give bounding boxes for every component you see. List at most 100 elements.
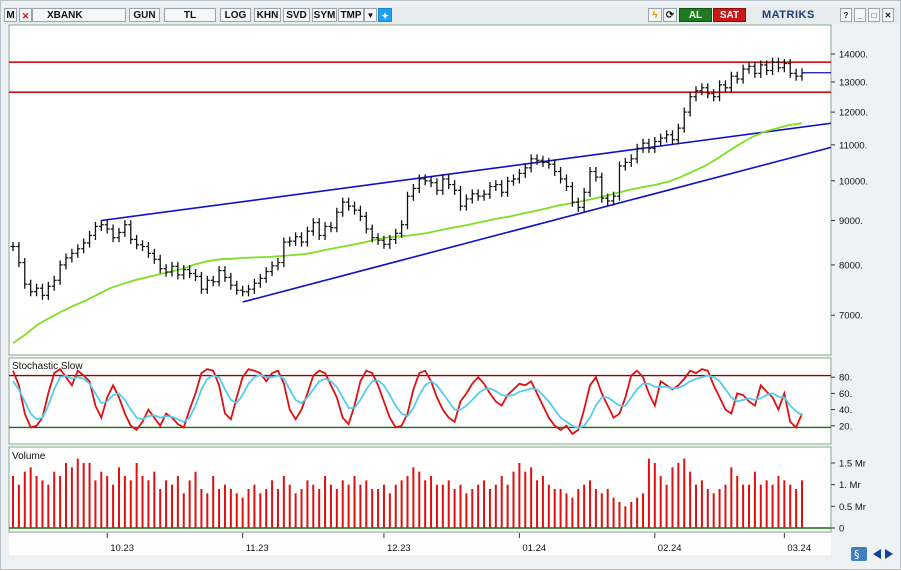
ohlc-bar bbox=[222, 266, 228, 282]
time-tick-label: 12.23 bbox=[387, 543, 411, 554]
ohlc-bar bbox=[22, 258, 28, 289]
ohlc-bar bbox=[722, 80, 728, 93]
price-tick-label: 13000. bbox=[839, 77, 868, 88]
ohlc-bar bbox=[522, 163, 528, 178]
ohlc-bar bbox=[234, 280, 240, 295]
ohlc-bar bbox=[422, 174, 428, 186]
maximize-icon[interactable]: □ bbox=[868, 8, 880, 22]
symbol-clear-icon[interactable]: ✕ bbox=[19, 8, 32, 22]
lower-trend-line bbox=[242, 146, 832, 303]
toolbar: M ✕ XBANK GUN TL LOG KHN SVD SYM TMP ▼ ✦… bbox=[2, 7, 899, 24]
ohlc-bar bbox=[346, 197, 352, 211]
ohlc-bar bbox=[681, 107, 687, 133]
ohlc-bar bbox=[640, 138, 646, 153]
ohlc-bar bbox=[675, 123, 681, 145]
price-tick-label: 12000. bbox=[839, 108, 868, 119]
currency-button[interactable]: TL bbox=[164, 8, 216, 22]
time-tick-label: 02.24 bbox=[658, 543, 682, 554]
stochastic-plot bbox=[9, 367, 831, 436]
ohlc-bar bbox=[39, 283, 45, 300]
log-button[interactable]: LOG bbox=[220, 8, 251, 22]
ohlc-bar bbox=[352, 201, 358, 215]
ohlc-bar bbox=[275, 258, 281, 271]
time-tick-label: 10.23 bbox=[110, 543, 134, 554]
ohlc-bar bbox=[569, 182, 575, 207]
ohlc-bar bbox=[28, 279, 34, 297]
refresh-icon[interactable]: ⟳ bbox=[663, 8, 677, 22]
ohlc-bar bbox=[758, 60, 764, 78]
sym-button[interactable]: SYM bbox=[312, 8, 337, 22]
buy-button[interactable]: AL bbox=[679, 8, 712, 22]
ohlc-bar bbox=[664, 130, 670, 143]
ohlc-bar bbox=[293, 232, 299, 246]
sell-button[interactable]: SAT bbox=[713, 8, 746, 22]
scroll-left-icon[interactable] bbox=[873, 549, 881, 559]
ohlc-bar bbox=[469, 189, 475, 204]
minimize-icon[interactable]: _ bbox=[854, 8, 866, 22]
ohlc-bar bbox=[752, 61, 758, 78]
ohlc-bar bbox=[658, 133, 664, 147]
tmp-dropdown-icon[interactable]: ▼ bbox=[364, 8, 377, 22]
ohlc-bar bbox=[440, 174, 446, 195]
ohlc-bar bbox=[764, 60, 770, 76]
matriks-logo: MATRIKS bbox=[762, 9, 815, 21]
ohlc-bar bbox=[481, 189, 487, 201]
price-tick-label: 10000. bbox=[839, 176, 868, 187]
ohlc-bar bbox=[357, 205, 363, 221]
ohlc-bar bbox=[110, 224, 116, 243]
price-tick-label: 9000. bbox=[839, 216, 863, 227]
ohlc-bar bbox=[611, 191, 617, 206]
ohlc-bar bbox=[69, 248, 75, 263]
ohlc-bar bbox=[128, 220, 134, 244]
ohlc-bar bbox=[228, 272, 234, 290]
moving-average-line bbox=[12, 122, 803, 344]
tmp-button[interactable]: TMP bbox=[338, 8, 364, 22]
help-icon[interactable]: ? bbox=[840, 8, 852, 22]
time-tick-label: 11.23 bbox=[246, 543, 269, 554]
volume-tick-label: 1. Mr bbox=[839, 480, 861, 491]
twitter-icon[interactable]: ✦ bbox=[378, 8, 392, 22]
symbol-input[interactable]: XBANK bbox=[32, 8, 126, 22]
ohlc-bar bbox=[381, 235, 387, 249]
ohlc-bar bbox=[781, 59, 787, 73]
sync-icon[interactable] bbox=[851, 547, 867, 561]
ohlc-bar bbox=[793, 68, 799, 81]
ohlc-bar bbox=[669, 130, 675, 145]
ohlc-bar bbox=[193, 268, 199, 281]
ohlc-bar bbox=[599, 172, 605, 203]
ohlc-bar bbox=[310, 218, 316, 236]
ohlc-bar bbox=[375, 233, 381, 245]
ohlc-bar bbox=[287, 236, 293, 247]
ohlc-bar bbox=[157, 254, 163, 274]
ohlc-bar bbox=[540, 155, 546, 167]
period-button[interactable]: GUN bbox=[129, 8, 160, 22]
volume-tick-label: 0 bbox=[839, 524, 844, 535]
ohlc-bar bbox=[787, 59, 793, 78]
ohlc-bar bbox=[198, 271, 204, 294]
ohlc-bar bbox=[269, 261, 275, 277]
ohlc-bar bbox=[187, 265, 193, 279]
ohlc-bar bbox=[10, 242, 16, 252]
ohlc-bar bbox=[304, 226, 310, 247]
ohlc-bar bbox=[516, 168, 522, 184]
price-tick-label: 11000. bbox=[839, 140, 867, 151]
svd-button[interactable]: SVD bbox=[283, 8, 310, 22]
ohlc-bar bbox=[581, 187, 587, 212]
close-icon[interactable]: ✕ bbox=[882, 8, 894, 22]
ohlc-bar bbox=[510, 174, 516, 186]
ohlc-bar bbox=[558, 167, 564, 184]
matriks-menu-button[interactable]: M bbox=[4, 8, 17, 22]
ohlc-bar bbox=[475, 189, 481, 201]
time-tick-label: 01.24 bbox=[522, 543, 546, 554]
stochastic-title: Stochastic Slow bbox=[12, 361, 83, 372]
khn-button[interactable]: KHN bbox=[254, 8, 281, 22]
price-plot bbox=[9, 57, 832, 344]
ohlc-bar bbox=[81, 238, 87, 254]
ohlc-bar bbox=[134, 234, 140, 250]
scroll-controls[interactable]: § bbox=[851, 547, 893, 561]
ohlc-bar bbox=[116, 227, 122, 243]
lightning-icon[interactable]: ϟ bbox=[648, 8, 662, 22]
ohlc-bar bbox=[257, 273, 263, 288]
scroll-right-icon[interactable] bbox=[885, 549, 893, 559]
